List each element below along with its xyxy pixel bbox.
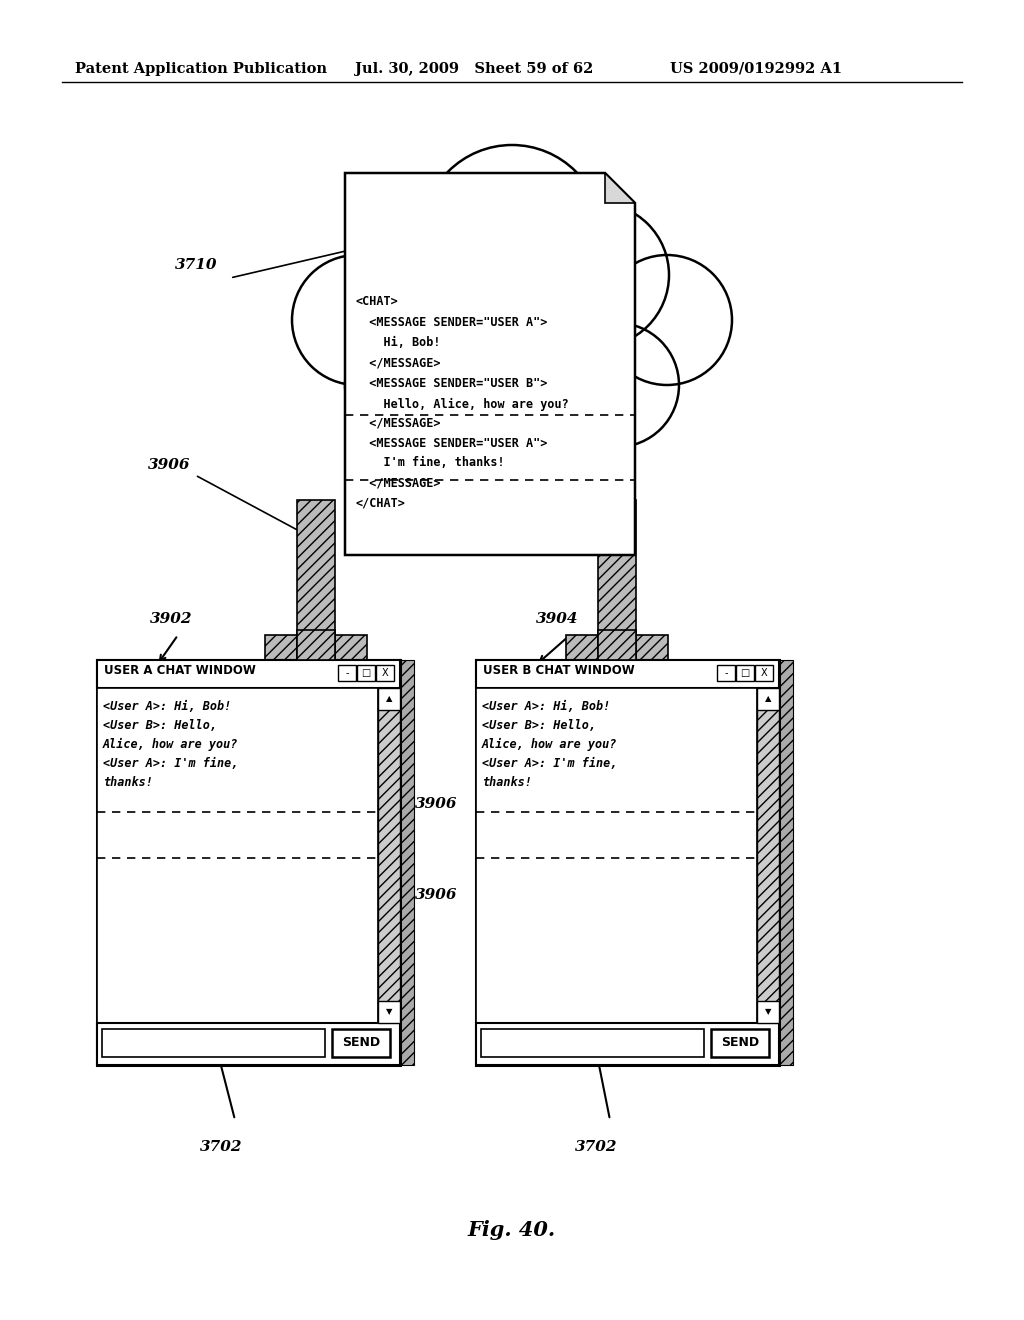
Bar xyxy=(757,1001,779,1023)
Bar xyxy=(757,688,779,1023)
Bar xyxy=(332,1030,390,1057)
Bar xyxy=(636,635,668,660)
Text: Patent Application Publication: Patent Application Publication xyxy=(75,62,327,77)
Bar xyxy=(97,660,400,1065)
Bar xyxy=(376,665,394,681)
Polygon shape xyxy=(345,173,635,554)
Text: ▼: ▼ xyxy=(765,1007,771,1016)
Text: Alice, how are you?: Alice, how are you? xyxy=(103,738,239,751)
Text: ▲: ▲ xyxy=(386,694,392,704)
Text: USER A CHAT WINDOW: USER A CHAT WINDOW xyxy=(104,664,256,677)
Text: <User A>: I'm fine,: <User A>: I'm fine, xyxy=(482,756,617,770)
Bar xyxy=(717,665,735,681)
Text: Alice, how are you?: Alice, how are you? xyxy=(482,738,617,751)
Bar xyxy=(476,660,779,688)
Bar xyxy=(736,665,754,681)
Polygon shape xyxy=(605,173,635,203)
Text: 3906: 3906 xyxy=(415,888,458,902)
Text: <User B>: Hello,: <User B>: Hello, xyxy=(482,719,596,733)
Text: 3702: 3702 xyxy=(575,1140,617,1154)
Text: 3906: 3906 xyxy=(148,458,190,473)
Circle shape xyxy=(345,323,469,447)
Bar xyxy=(476,660,779,1065)
Text: </CHAT>: </CHAT> xyxy=(355,498,404,510)
Text: ▼: ▼ xyxy=(386,1007,392,1016)
Text: <MESSAGE SENDER="USER A">: <MESSAGE SENDER="USER A"> xyxy=(355,437,548,450)
Text: ▲: ▲ xyxy=(765,694,771,704)
Bar xyxy=(357,665,375,681)
Bar xyxy=(97,1023,400,1065)
Bar xyxy=(779,660,793,1065)
Text: 3902: 3902 xyxy=(150,612,193,626)
Circle shape xyxy=(555,323,679,447)
Text: SEND: SEND xyxy=(721,1036,759,1049)
Circle shape xyxy=(484,362,600,478)
Bar xyxy=(265,635,297,660)
Circle shape xyxy=(525,203,669,347)
Text: SEND: SEND xyxy=(342,1036,380,1049)
Text: 3906: 3906 xyxy=(415,797,458,810)
Bar xyxy=(476,688,757,1023)
Text: Hi, Bob!: Hi, Bob! xyxy=(355,337,440,348)
Bar xyxy=(378,688,400,1023)
Circle shape xyxy=(602,255,732,385)
Text: <MESSAGE SENDER="USER A">: <MESSAGE SENDER="USER A"> xyxy=(355,315,548,329)
Text: </MESSAGE>: </MESSAGE> xyxy=(355,417,440,430)
Circle shape xyxy=(424,362,540,478)
Text: thanks!: thanks! xyxy=(482,776,531,789)
Circle shape xyxy=(422,145,602,325)
Text: Hello, Alice, how are you?: Hello, Alice, how are you? xyxy=(355,399,568,411)
Text: <User A>: I'm fine,: <User A>: I'm fine, xyxy=(103,756,239,770)
Bar xyxy=(378,1001,400,1023)
Bar xyxy=(97,688,378,1023)
Text: thanks!: thanks! xyxy=(103,776,153,789)
Bar xyxy=(297,630,335,660)
Text: US 2009/0192992 A1: US 2009/0192992 A1 xyxy=(670,62,842,77)
Text: □: □ xyxy=(361,668,371,678)
Bar xyxy=(598,630,636,660)
Text: </MESSAGE>: </MESSAGE> xyxy=(355,356,440,370)
Bar xyxy=(711,1030,769,1057)
Bar xyxy=(476,1023,779,1065)
Text: USER B CHAT WINDOW: USER B CHAT WINDOW xyxy=(483,664,635,677)
Bar xyxy=(378,688,400,710)
Text: -: - xyxy=(345,668,349,678)
Text: 3710: 3710 xyxy=(175,257,217,272)
Text: 3702: 3702 xyxy=(200,1140,243,1154)
Text: <User A>: Hi, Bob!: <User A>: Hi, Bob! xyxy=(103,700,231,713)
Text: I'm fine, thanks!: I'm fine, thanks! xyxy=(355,455,505,469)
Bar xyxy=(97,660,400,688)
Bar xyxy=(566,635,598,660)
Text: </MESSAGE>: </MESSAGE> xyxy=(355,477,440,490)
Text: <CHAT>: <CHAT> xyxy=(355,294,397,308)
Text: <User B>: Hello,: <User B>: Hello, xyxy=(103,719,217,733)
Circle shape xyxy=(355,203,499,347)
Text: <MESSAGE SENDER="USER B">: <MESSAGE SENDER="USER B"> xyxy=(355,378,548,389)
Text: X: X xyxy=(761,668,767,678)
Text: □: □ xyxy=(740,668,750,678)
Bar xyxy=(598,500,636,660)
Bar xyxy=(297,500,335,660)
Bar xyxy=(102,1030,325,1057)
Text: <User A>: Hi, Bob!: <User A>: Hi, Bob! xyxy=(482,700,610,713)
Bar xyxy=(757,688,779,710)
Bar xyxy=(481,1030,705,1057)
Bar xyxy=(755,665,773,681)
Text: 3904: 3904 xyxy=(536,612,579,626)
Circle shape xyxy=(292,255,422,385)
Text: -: - xyxy=(724,668,728,678)
Bar xyxy=(335,635,367,660)
Bar xyxy=(400,660,414,1065)
Text: Fig. 40.: Fig. 40. xyxy=(468,1220,556,1239)
Text: X: X xyxy=(382,668,388,678)
Bar xyxy=(338,665,356,681)
Text: Jul. 30, 2009   Sheet 59 of 62: Jul. 30, 2009 Sheet 59 of 62 xyxy=(355,62,593,77)
